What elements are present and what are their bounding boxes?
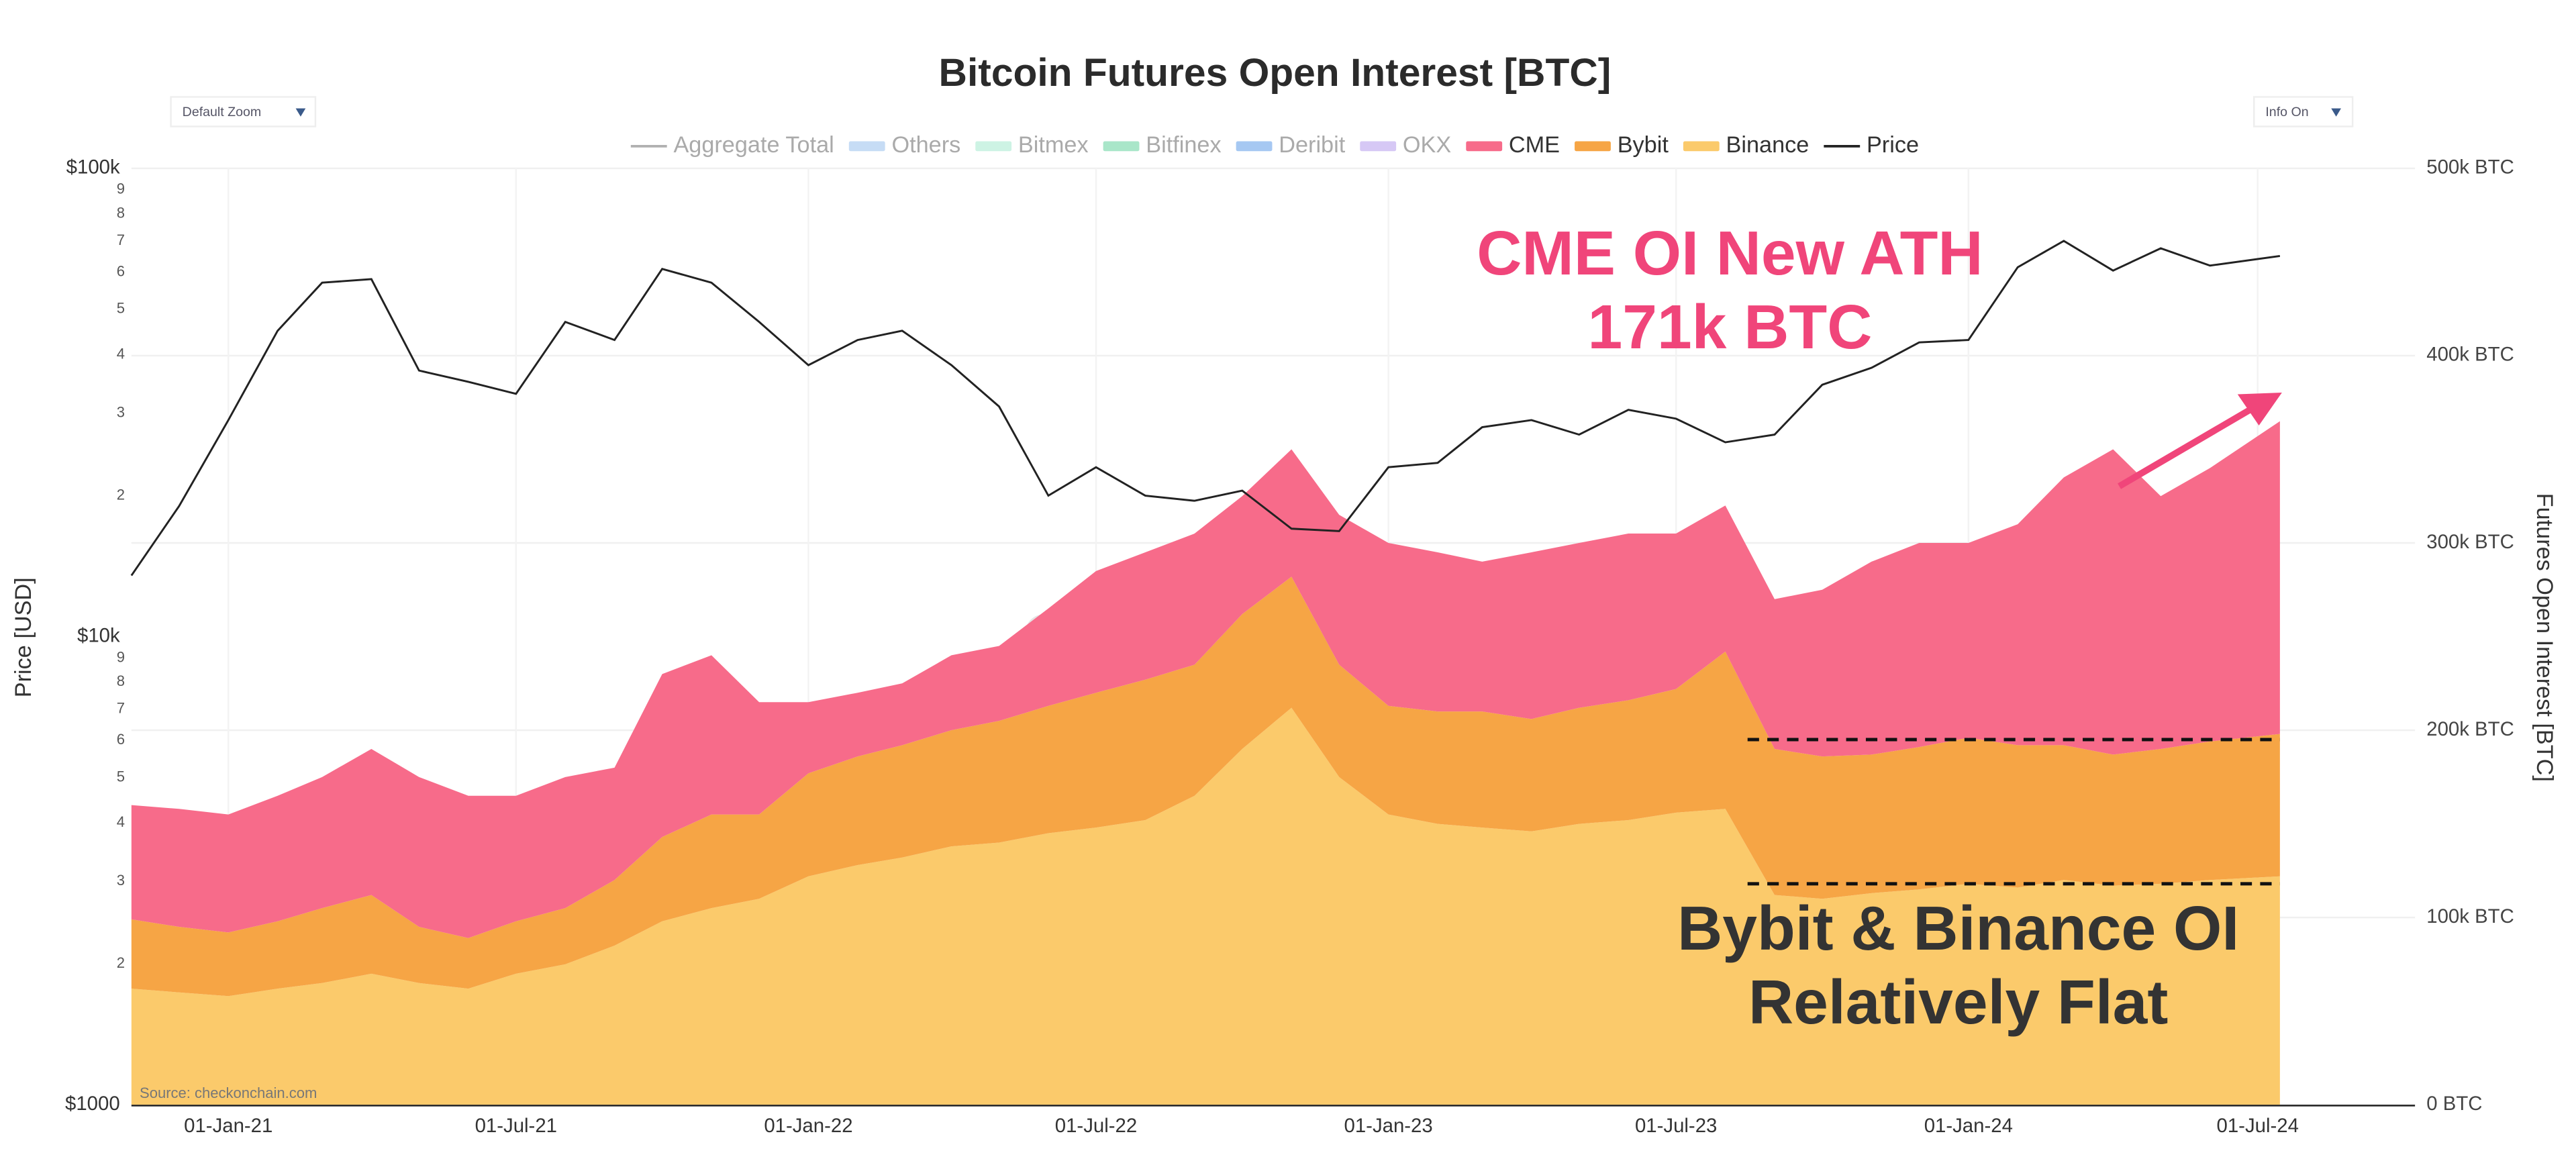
- legend-item: Aggregate Total: [630, 132, 834, 158]
- y-tick-label: 6: [117, 731, 125, 748]
- legend-swatch: [848, 141, 885, 152]
- y2-tick-label: 200k BTC: [2426, 718, 2514, 740]
- legend-item: Binance: [1683, 132, 1809, 158]
- legend-label: Others: [891, 132, 960, 158]
- y-tick-label: $100k: [66, 156, 120, 179]
- x-tick-label: 01-Jul-21: [475, 1115, 557, 1137]
- y-tick-label: 5: [117, 768, 125, 785]
- x-tick-label: 01-Jan-22: [764, 1115, 852, 1137]
- x-tick-label: 01-Jul-24: [2217, 1115, 2299, 1137]
- y-tick-label: 8: [117, 204, 125, 221]
- legend-item: Price: [1824, 132, 1919, 158]
- legend-item: Bybit: [1575, 132, 1669, 158]
- dropdown-label[interactable]: Default Zoom: [183, 105, 262, 119]
- annotation: CME OI New ATH: [1477, 218, 1983, 288]
- y-tick-label: 9: [117, 181, 125, 197]
- y-tick-label: 3: [117, 872, 125, 889]
- dropdown-arrow[interactable]: [2331, 108, 2341, 117]
- legend-swatch: [1575, 141, 1611, 152]
- annotation: Bybit & Binance OI: [1677, 893, 2239, 963]
- area: [131, 707, 2280, 1105]
- chart-title: Bitcoin Futures Open Interest [BTC]: [939, 51, 1612, 95]
- y-tick-label: 8: [117, 672, 125, 689]
- legend-label: Binance: [1726, 132, 1810, 158]
- legend-label: Bybit: [1618, 132, 1669, 158]
- plot: [130, 240, 2416, 1107]
- x-tick-label: 01-Jan-21: [184, 1115, 273, 1137]
- y2-tick-label: 400k BTC: [2426, 344, 2514, 366]
- zoom-dropdown[interactable]: Default Zoom: [170, 96, 317, 128]
- arrow-shaft: [2118, 404, 2256, 489]
- y2-tick-label: 0 BTC: [2426, 1093, 2482, 1115]
- legend-swatch: [1466, 141, 1503, 152]
- dropdown-label[interactable]: Info On: [2265, 105, 2308, 119]
- y-tick-label: 9: [117, 648, 125, 665]
- legend: Aggregate Total Others Bitmex Bitfinex Derib…: [630, 132, 1919, 158]
- x-tick-label: 01-Jan-23: [1344, 1115, 1433, 1137]
- area: [131, 421, 2280, 938]
- legend-label: Aggregate Total: [673, 132, 834, 158]
- legend-item: Bitfinex: [1103, 132, 1222, 158]
- legend-swatch: [1683, 141, 1720, 152]
- x-tick-label: 01-Jul-22: [1055, 1115, 1137, 1137]
- y-tick-label: 6: [117, 262, 125, 279]
- y-tick-label: $1000: [65, 1093, 120, 1115]
- y-tick-label: 2: [117, 486, 125, 503]
- x-tick-label: 01-Jul-23: [1635, 1115, 1717, 1137]
- legend-swatch: [1103, 141, 1140, 152]
- y-tick-label: $10k: [77, 624, 120, 646]
- legend-label: CME: [1509, 132, 1560, 158]
- legend-swatch: [1236, 141, 1273, 152]
- y-tick-label: 2: [117, 954, 125, 971]
- legend-label: Bitfinex: [1146, 132, 1221, 158]
- info-dropdown[interactable]: Info On: [2253, 96, 2354, 128]
- y-tick-label: 4: [117, 813, 125, 830]
- legend-item: Others: [848, 132, 960, 158]
- y-tick-label: 7: [117, 232, 125, 248]
- price-line: [130, 240, 2281, 576]
- y2-tick-label: 100k BTC: [2426, 905, 2514, 927]
- y2-tick-label: 300k BTC: [2426, 531, 2514, 553]
- legend-label: Bitmex: [1018, 132, 1089, 158]
- legend-label: Deribit: [1279, 132, 1345, 158]
- dropdown-box[interactable]: [170, 96, 317, 128]
- y-tick-label: 4: [117, 345, 125, 362]
- legend-item: Deribit: [1236, 132, 1346, 158]
- y-axis-title: Price [USD]: [11, 577, 36, 697]
- dropdown-arrow[interactable]: [295, 108, 306, 117]
- annotation-arrow: [2118, 393, 2282, 489]
- annotation: Relatively Flat: [1748, 967, 2168, 1037]
- y-tick-label: 3: [117, 403, 125, 420]
- legend-item: CME: [1466, 132, 1560, 158]
- x-tick-label: 01-Jan-24: [1924, 1115, 2013, 1137]
- y2-axis-title: Futures Open Interest [BTC]: [2532, 493, 2557, 782]
- legend-swatch: [975, 141, 1012, 152]
- y-tick-label: 5: [117, 300, 125, 317]
- source-note: Source: checkonchain.com: [140, 1085, 317, 1101]
- legend-swatch: [1360, 141, 1397, 152]
- arrow-head: [2237, 393, 2282, 425]
- legend-label: Price: [1867, 132, 1919, 158]
- area: [131, 576, 2280, 997]
- annotation: 171k BTC: [1588, 292, 1873, 362]
- legend-item: OKX: [1360, 132, 1451, 158]
- legend-item: Bitmex: [975, 132, 1089, 158]
- y-tick-label: 7: [117, 699, 125, 716]
- y2-tick-label: 500k BTC: [2426, 156, 2514, 179]
- legend-label: OKX: [1403, 132, 1451, 158]
